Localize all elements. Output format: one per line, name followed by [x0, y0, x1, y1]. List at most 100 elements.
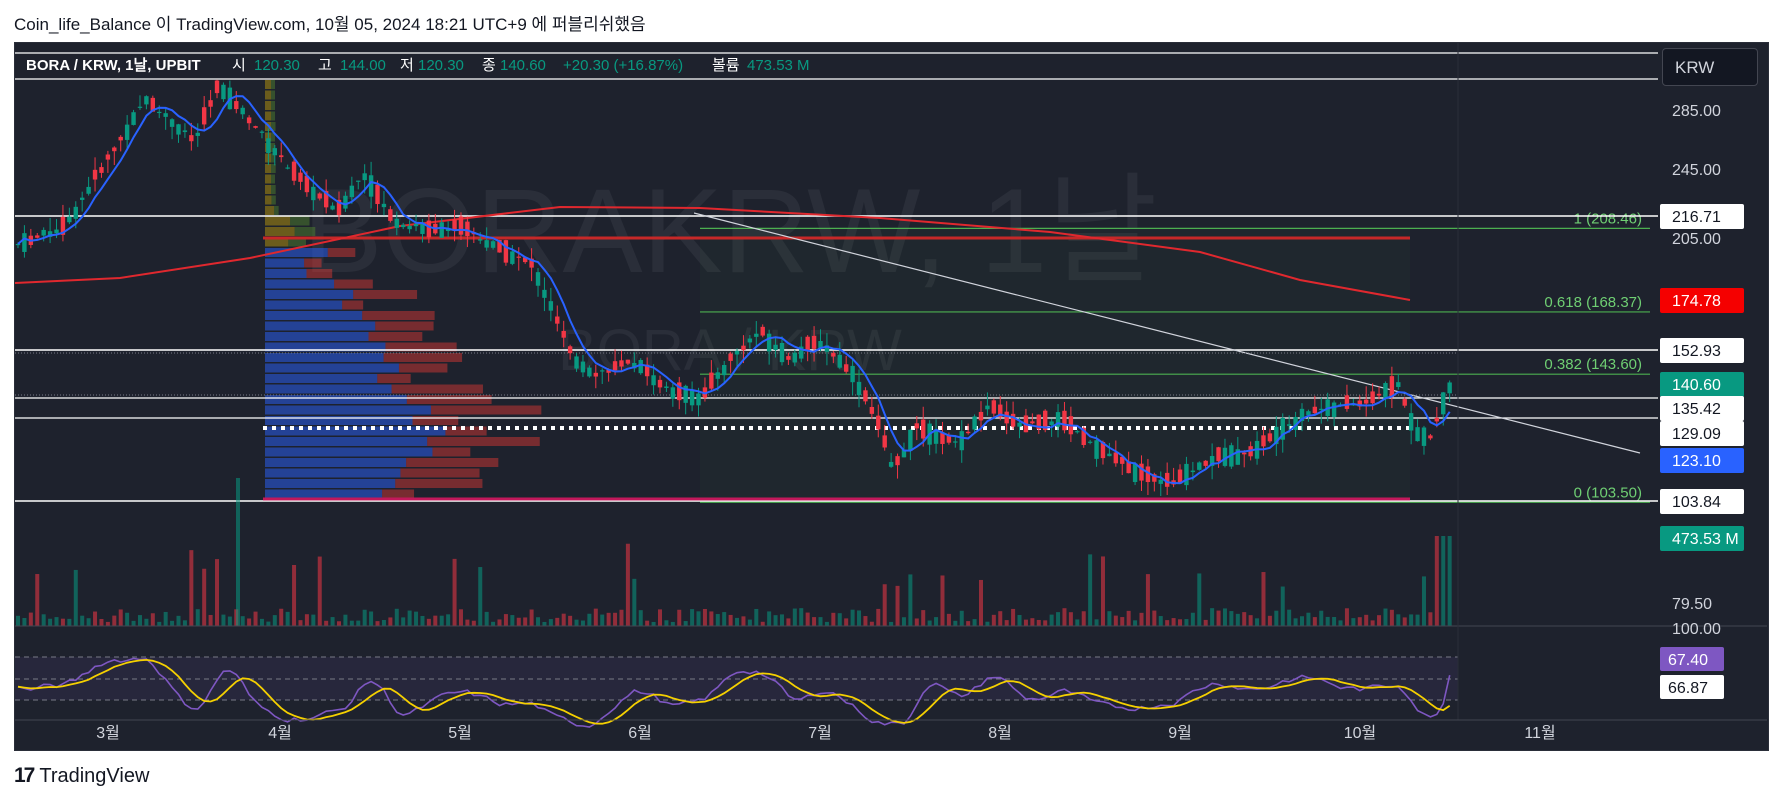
- volume-bar: [1023, 619, 1028, 626]
- rsi-pane[interactable]: [15, 625, 1767, 728]
- candle-body: [124, 124, 130, 140]
- candle-body: [779, 342, 785, 363]
- candle-body: [1164, 472, 1170, 487]
- candle-body: [529, 258, 534, 268]
- candle-body: [272, 148, 277, 156]
- candle-body: [208, 100, 213, 107]
- volume-bar: [317, 556, 322, 626]
- price-label-bg: [1660, 421, 1744, 446]
- candle-body: [542, 289, 547, 298]
- candle-body: [1319, 408, 1324, 410]
- candle-body: [1075, 431, 1080, 433]
- volume-bar: [1396, 614, 1401, 626]
- time-tick: 8월: [988, 724, 1012, 742]
- volume-bar: [1434, 536, 1439, 626]
- candle-body: [176, 124, 181, 135]
- volume-bar: [940, 575, 945, 626]
- legend-volume-label: 볼륨: [712, 57, 740, 74]
- candle-body: [593, 372, 598, 377]
- volume-bar: [1441, 536, 1446, 626]
- price-axis[interactable]: 285.00 245.00 205.00 79.50 100.00: [1672, 103, 1721, 638]
- candle-body: [1004, 411, 1009, 424]
- volume-bar: [67, 618, 72, 626]
- vp-bar-up: [265, 80, 271, 89]
- fib-retracement[interactable]: 1 (208.46) 0.618 (168.37) 0.382 (143.60) 0 …: [700, 210, 1650, 503]
- candle-body: [786, 356, 791, 360]
- vp-bar-up: [265, 185, 271, 194]
- candle-body: [722, 364, 727, 376]
- volume-bar: [137, 615, 142, 626]
- volume-bar: [786, 618, 791, 626]
- volume-bar: [28, 612, 33, 626]
- volume-bar: [426, 618, 431, 626]
- candle-body: [1209, 456, 1215, 466]
- volume-bar: [1165, 620, 1170, 626]
- volume-bar: [901, 617, 906, 626]
- vp-bar-down: [342, 300, 364, 310]
- currency-button[interactable]: KRW: [1662, 48, 1758, 86]
- candle-body: [606, 370, 611, 373]
- legend-low-label: 저: [400, 57, 414, 74]
- downtrend-line[interactable]: [693, 212, 1641, 454]
- volume-bar: [658, 609, 662, 626]
- volume-bar: [1306, 612, 1311, 626]
- vp-bar-down: [271, 174, 275, 184]
- price-label: 140.60: [1660, 372, 1744, 397]
- candle-body: [1299, 408, 1305, 422]
- ma-long-line[interactable]: [14, 205, 1411, 301]
- candle-body: [1184, 463, 1189, 486]
- volume-bar: [555, 617, 560, 626]
- horizontal-lines[interactable]: [15, 52, 1658, 502]
- candle-body: [1010, 413, 1016, 427]
- time-axis[interactable]: 3월 4월 5월 6월 7월 8월 9월 10월 11월: [96, 724, 1555, 742]
- vp-bar-down: [271, 143, 275, 152]
- volume-bar: [22, 618, 27, 626]
- price-label: 174.78: [1660, 288, 1744, 313]
- candle-body: [157, 111, 162, 114]
- price-label-bg: [1660, 338, 1744, 363]
- candle-body: [1145, 466, 1151, 483]
- volume-bar: [1120, 617, 1125, 626]
- volume-bar: [760, 621, 765, 626]
- volume-bar: [1094, 619, 1099, 626]
- vp-bar-down: [395, 479, 483, 488]
- candle-body: [336, 199, 342, 216]
- candle-body: [632, 362, 637, 369]
- vp-bar-down: [445, 426, 487, 436]
- legend-high: 144.00: [340, 57, 386, 74]
- volume-bar: [35, 574, 40, 626]
- volume-bar: [587, 613, 592, 626]
- candle-body: [67, 216, 72, 223]
- volume-bar: [1255, 618, 1260, 626]
- volume-bar: [709, 611, 714, 626]
- volume-bar: [439, 615, 444, 626]
- volume-bar: [613, 612, 618, 626]
- vp-bar-down: [412, 416, 459, 425]
- vp-bar-up: [265, 216, 291, 226]
- candles[interactable]: [15, 79, 1452, 497]
- candle-body: [760, 326, 765, 336]
- time-tick: 6월: [628, 724, 652, 742]
- volume-bar: [401, 617, 406, 626]
- candle-body: [677, 382, 682, 401]
- volume-bar: [1004, 620, 1009, 626]
- candle-body: [638, 360, 643, 374]
- candle-body: [792, 352, 798, 363]
- volume-bar: [279, 608, 284, 626]
- candle-body: [600, 370, 605, 372]
- volume-bar: [266, 621, 271, 626]
- candle-body: [522, 257, 528, 263]
- price-tick: 285.00: [1672, 103, 1721, 120]
- candle-body: [670, 387, 676, 399]
- rsi-ma-line[interactable]: [17, 658, 1451, 725]
- volume-bar: [446, 614, 451, 626]
- volume-bar: [1043, 620, 1048, 626]
- ma-short-line[interactable]: [17, 95, 1451, 485]
- candle-body: [625, 359, 631, 364]
- volume-profile: [265, 80, 542, 499]
- volume-bar: [1030, 618, 1035, 626]
- rsi-line[interactable]: [17, 657, 1451, 728]
- price-labels[interactable]: 216.71 174.78 152.93 140.60 135.42 129.09 123.…: [1660, 204, 1744, 699]
- candle-body: [317, 193, 322, 199]
